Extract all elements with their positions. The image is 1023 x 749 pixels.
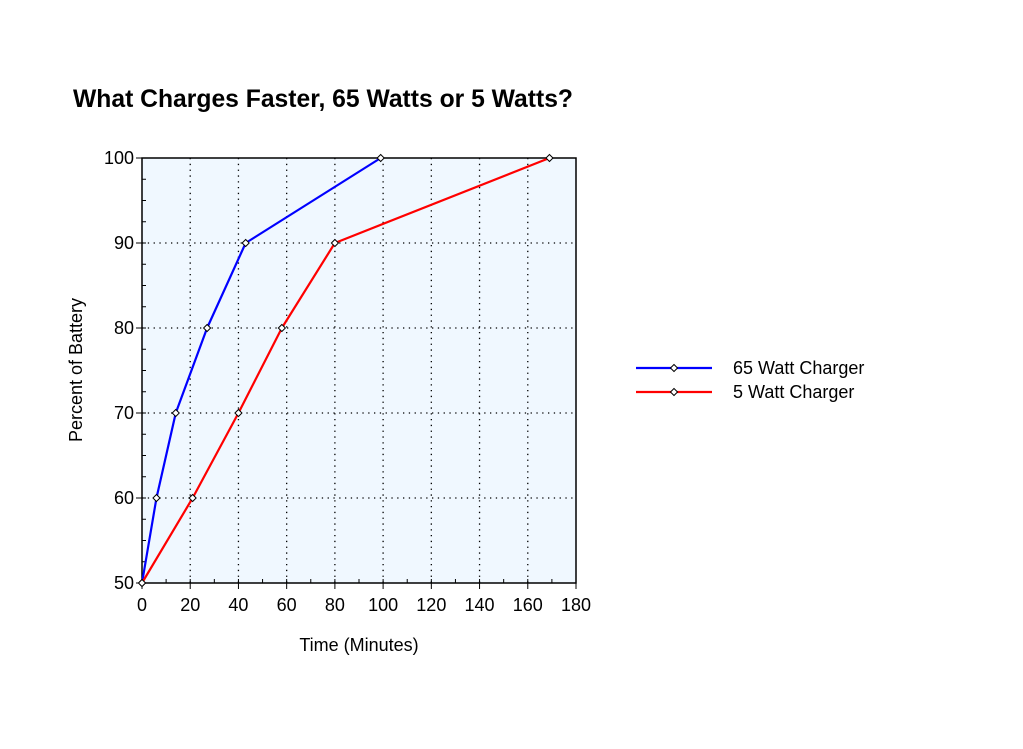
series-line-1 [140,157,382,584]
data-point [277,323,287,333]
x-axis-ticks: 0 20 40 60 80 100 120 140 160 180 [137,583,591,615]
x-axis-label: Time (Minutes) [299,635,418,655]
series-layer [137,153,554,588]
data-point [545,153,554,163]
x-tick-label: 140 [465,595,495,615]
data-point [234,408,243,418]
chart-title: What Charges Faster, 65 Watts or 5 Watts… [73,85,573,113]
legend-label-1: 65 Watt Charger [733,358,864,378]
y-tick-label: 60 [114,488,134,508]
x-tick-label: 0 [137,595,147,615]
legend-marker [669,363,679,373]
x-tick-label: 80 [325,595,345,615]
data-point [241,238,250,248]
data-point [188,493,197,503]
y-axis-label: Percent of Battery [66,298,86,442]
y-axis-ticks: 50 60 70 80 90 100 [104,148,142,593]
legend-marker [669,387,679,397]
y-tick-label: 100 [104,148,134,168]
x-tick-label: 60 [277,595,297,615]
y-tick-label: 80 [114,318,134,338]
y-tick-label: 90 [114,233,134,253]
x-tick-label: 160 [513,595,543,615]
y-tick-label: 50 [114,573,134,593]
x-tick-label: 120 [416,595,446,615]
x-tick-label: 20 [180,595,200,615]
data-point [171,408,180,418]
y-tick-label: 70 [114,403,134,423]
data-point [330,238,340,248]
plot-frame [141,157,577,584]
data-point [202,323,212,333]
x-tick-label: 40 [228,595,248,615]
grid [142,158,576,583]
plot-area [142,158,576,583]
data-point [137,578,147,588]
legend-label-2: 5 Watt Charger [733,382,854,402]
data-point [152,493,161,503]
x-tick-label: 180 [561,595,591,615]
legend: 65 Watt Charger 5 Watt Charger [636,358,864,402]
data-point [376,153,385,163]
series-line-2 [141,156,550,584]
x-tick-label: 100 [368,595,398,615]
